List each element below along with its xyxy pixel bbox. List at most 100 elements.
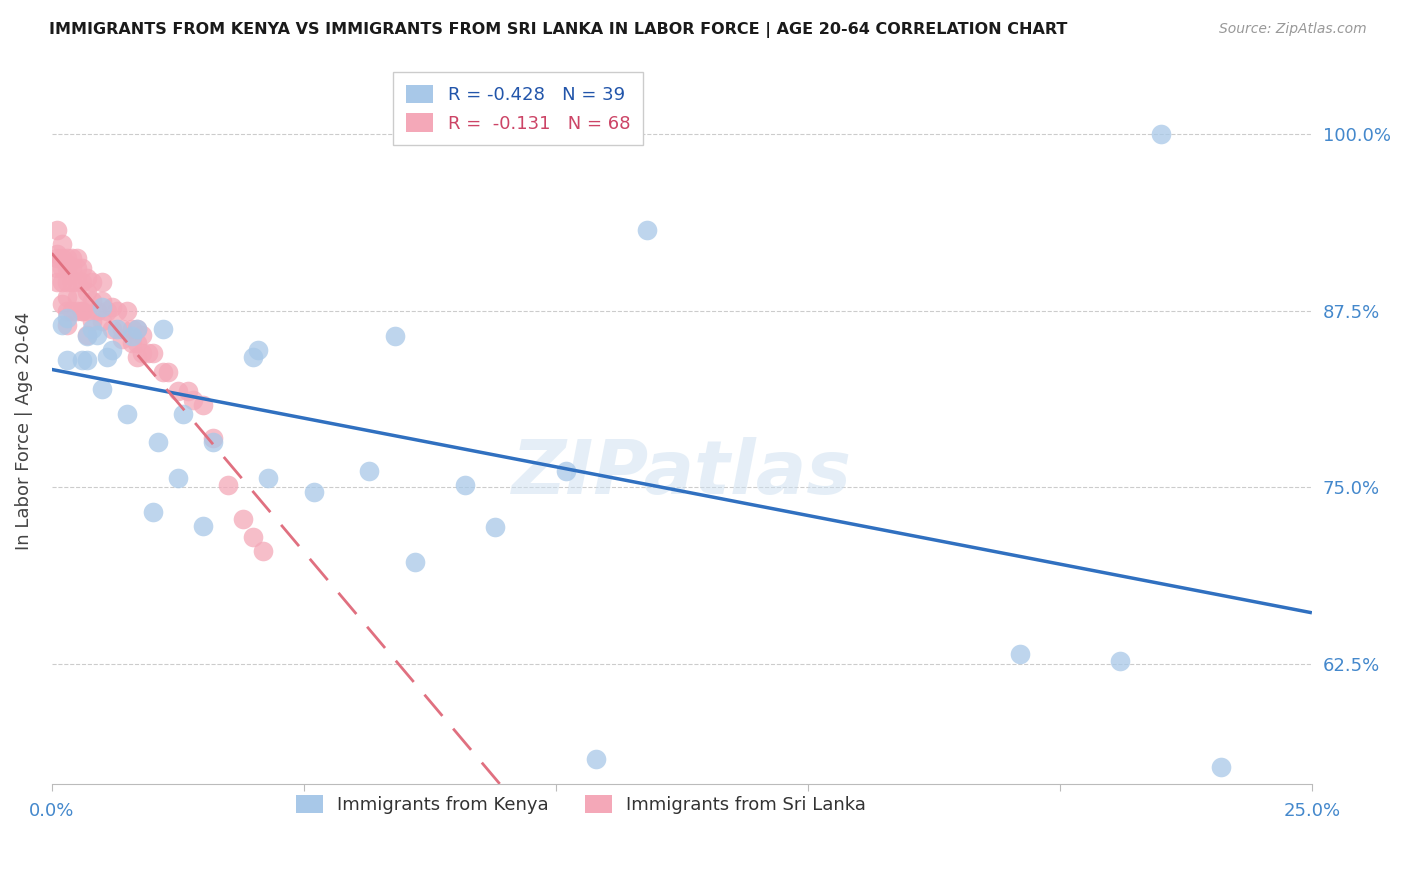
Point [484, 520, 506, 534]
Point [91, 382, 114, 396]
Point [127, 322, 149, 336]
Point [66, 261, 89, 276]
Point [56, 257, 79, 271]
Point [60, 261, 83, 276]
Point [76, 329, 98, 343]
Point [142, 504, 165, 518]
Point [181, 392, 204, 407]
Point [45, 247, 67, 261]
Point [45, 261, 67, 276]
Point [121, 322, 143, 336]
Point [217, 477, 239, 491]
Point [70, 303, 93, 318]
Point [70, 276, 93, 290]
Point [191, 518, 214, 533]
Point [70, 353, 93, 368]
Point [166, 384, 188, 399]
Point [66, 276, 89, 290]
Point [56, 318, 79, 332]
Point [232, 511, 254, 525]
Point [177, 384, 200, 399]
Point [66, 290, 89, 304]
Point [101, 322, 124, 336]
Point [131, 346, 153, 360]
Point [45, 276, 67, 290]
Point [302, 484, 325, 499]
Point [60, 252, 83, 266]
Point [172, 407, 194, 421]
Point [91, 313, 114, 327]
Point [80, 276, 103, 290]
Point [384, 329, 406, 343]
Point [76, 271, 98, 285]
Point [1008, 648, 1031, 662]
Legend: Immigrants from Kenya, Immigrants from Sri Lanka: Immigrants from Kenya, Immigrants from S… [285, 784, 877, 825]
Y-axis label: In Labor Force | Age 20-64: In Labor Force | Age 20-64 [15, 312, 32, 550]
Point [66, 252, 89, 266]
Point [257, 470, 280, 484]
Point [636, 223, 658, 237]
Point [76, 303, 98, 318]
Point [131, 327, 153, 342]
Point [121, 329, 143, 343]
Point [45, 252, 67, 266]
Point [70, 303, 93, 318]
Point [105, 322, 128, 336]
Point [86, 303, 108, 318]
Text: Source: ZipAtlas.com: Source: ZipAtlas.com [1219, 22, 1367, 37]
Point [117, 407, 139, 421]
Point [96, 351, 118, 365]
Point [56, 261, 79, 276]
Point [152, 322, 174, 336]
Point [136, 346, 159, 360]
Point [585, 752, 607, 766]
Point [51, 252, 73, 266]
Point [51, 318, 73, 332]
Point [242, 530, 264, 544]
Point [156, 365, 179, 379]
Point [80, 313, 103, 327]
Point [146, 435, 169, 450]
Point [91, 300, 114, 314]
Point [76, 327, 98, 342]
Point [51, 276, 73, 290]
Text: IMMIGRANTS FROM KENYA VS IMMIGRANTS FROM SRI LANKA IN LABOR FORCE | AGE 20-64 CO: IMMIGRANTS FROM KENYA VS IMMIGRANTS FROM… [49, 22, 1067, 38]
Point [91, 293, 114, 308]
Point [101, 300, 124, 314]
Point [80, 293, 103, 308]
Point [56, 310, 79, 325]
Point [66, 303, 89, 318]
Point [1150, 127, 1173, 141]
Point [60, 276, 83, 290]
Point [111, 322, 134, 336]
Point [51, 296, 73, 310]
Point [127, 336, 149, 351]
Point [359, 463, 381, 477]
Point [252, 544, 274, 558]
Point [91, 276, 114, 290]
Point [111, 332, 134, 346]
Point [202, 431, 225, 445]
Point [554, 463, 576, 477]
Point [60, 303, 83, 318]
Point [152, 365, 174, 379]
Point [56, 353, 79, 368]
Point [76, 353, 98, 368]
Point [1211, 760, 1233, 774]
Point [105, 303, 128, 318]
Point [117, 303, 139, 318]
Text: ZIPatlas: ZIPatlas [512, 437, 852, 510]
Point [127, 351, 149, 365]
Point [247, 343, 270, 358]
Point [166, 470, 188, 484]
Point [76, 285, 98, 300]
Point [51, 261, 73, 276]
Point [56, 303, 79, 318]
Point [70, 261, 93, 276]
Point [142, 346, 165, 360]
Point [96, 303, 118, 318]
Point [121, 336, 143, 351]
Point [45, 223, 67, 237]
Point [127, 322, 149, 336]
Point [86, 327, 108, 342]
